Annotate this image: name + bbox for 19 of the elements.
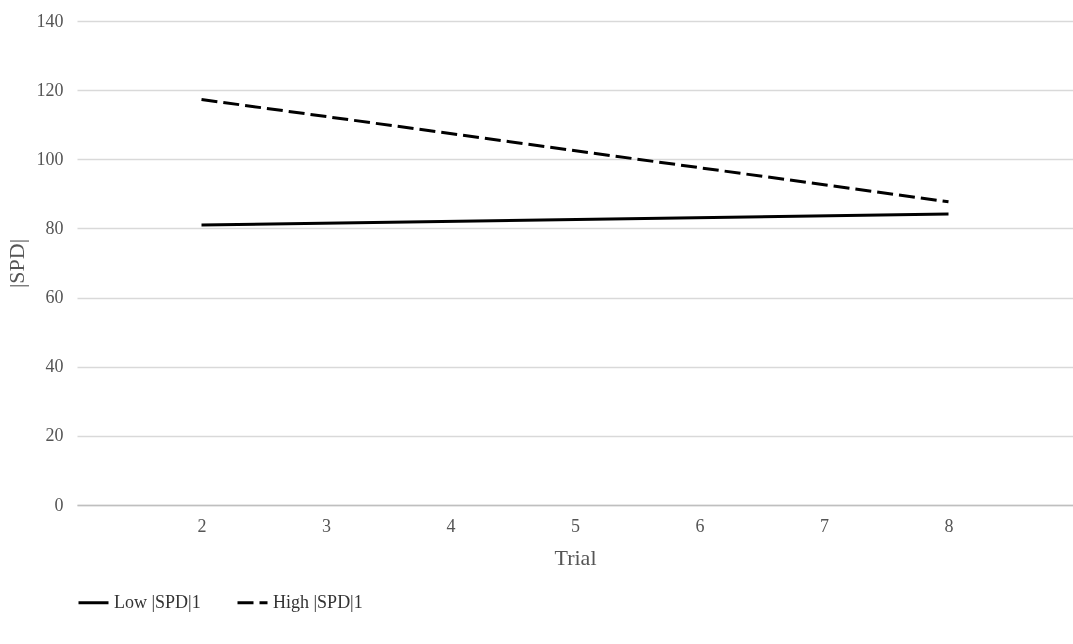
y-tick-label: 0: [54, 494, 64, 515]
x-tick-label: 8: [944, 515, 954, 536]
y-tick-label: 100: [36, 148, 64, 169]
legend-label: Low |SPD|1: [114, 591, 201, 612]
x-axis-title: Trial: [554, 544, 597, 570]
legend-label: High |SPD|1: [273, 591, 363, 612]
x-tick-label: 5: [571, 515, 580, 536]
x-tick-label: 4: [446, 515, 456, 536]
y-tick-label: 120: [36, 79, 64, 100]
x-tick-label: 3: [322, 515, 331, 536]
y-axis-title: |SPD|: [3, 238, 29, 289]
x-tick-label: 7: [820, 515, 829, 536]
x-tick-label: 2: [197, 515, 207, 536]
y-tick-label: 20: [45, 425, 64, 446]
y-tick-label: 140: [36, 10, 64, 31]
y-tick-label: 60: [45, 287, 64, 308]
x-tick-label: 6: [695, 515, 705, 536]
y-tick-label: 40: [45, 356, 64, 377]
y-tick-label: 80: [45, 217, 64, 238]
